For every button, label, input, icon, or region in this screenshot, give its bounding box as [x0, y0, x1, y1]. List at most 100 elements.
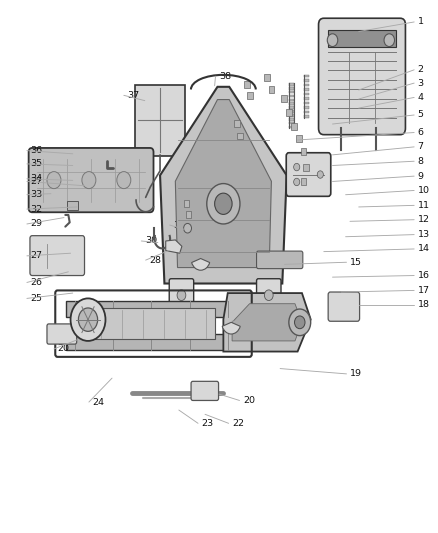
Text: 14: 14	[418, 245, 430, 254]
FancyBboxPatch shape	[169, 279, 194, 310]
Text: 4: 4	[418, 93, 424, 102]
Polygon shape	[289, 110, 294, 113]
Polygon shape	[289, 118, 294, 120]
Bar	[291, 123, 297, 130]
Text: 27: 27	[30, 252, 42, 260]
Bar	[66, 301, 241, 317]
Text: 1: 1	[418, 18, 424, 27]
Wedge shape	[222, 322, 240, 334]
Polygon shape	[175, 100, 272, 268]
Bar	[296, 135, 301, 142]
FancyBboxPatch shape	[30, 236, 85, 276]
FancyBboxPatch shape	[318, 18, 406, 135]
Circle shape	[327, 34, 338, 46]
Bar	[269, 86, 275, 93]
Circle shape	[78, 308, 98, 332]
Circle shape	[215, 193, 232, 214]
Polygon shape	[304, 79, 309, 82]
Bar	[66, 334, 241, 350]
Polygon shape	[304, 115, 309, 118]
Text: 25: 25	[30, 294, 42, 303]
Text: 21: 21	[252, 321, 264, 330]
Bar	[303, 164, 308, 171]
Polygon shape	[160, 87, 287, 284]
Circle shape	[294, 316, 305, 329]
Text: 10: 10	[418, 186, 430, 195]
Text: 18: 18	[418, 300, 430, 309]
Text: 34: 34	[30, 174, 42, 183]
Text: 8: 8	[418, 157, 424, 166]
FancyBboxPatch shape	[257, 251, 303, 269]
Circle shape	[117, 172, 131, 189]
Text: 23: 23	[201, 419, 214, 428]
Polygon shape	[232, 304, 302, 341]
Text: 19: 19	[350, 369, 362, 378]
Text: 27: 27	[30, 177, 42, 186]
Circle shape	[177, 290, 186, 301]
Text: 11: 11	[418, 201, 430, 210]
Polygon shape	[304, 101, 309, 104]
Circle shape	[293, 178, 300, 185]
Polygon shape	[289, 114, 294, 117]
FancyBboxPatch shape	[47, 324, 77, 344]
Polygon shape	[289, 91, 294, 93]
Bar	[300, 149, 306, 156]
Text: 5: 5	[418, 110, 424, 119]
Text: 31: 31	[173, 221, 185, 230]
Polygon shape	[304, 97, 309, 100]
Circle shape	[47, 172, 61, 189]
Polygon shape	[304, 84, 309, 86]
Text: 32: 32	[30, 205, 42, 214]
Text: 17: 17	[418, 286, 430, 295]
Bar	[300, 177, 306, 184]
Text: 12: 12	[418, 215, 430, 224]
Text: 24: 24	[92, 398, 104, 407]
Text: 36: 36	[30, 146, 42, 155]
FancyBboxPatch shape	[135, 85, 185, 156]
FancyBboxPatch shape	[328, 292, 360, 321]
Bar	[67, 201, 78, 209]
Text: 35: 35	[30, 159, 42, 168]
Text: 16: 16	[418, 271, 430, 280]
Text: 38: 38	[219, 71, 231, 80]
Polygon shape	[289, 95, 294, 98]
Polygon shape	[289, 102, 294, 105]
Text: 15: 15	[350, 258, 362, 266]
Bar	[186, 211, 191, 217]
Polygon shape	[304, 106, 309, 109]
Polygon shape	[289, 126, 294, 128]
Polygon shape	[223, 293, 311, 352]
Circle shape	[71, 298, 106, 341]
FancyBboxPatch shape	[286, 153, 331, 196]
Bar	[244, 81, 250, 88]
Text: 9: 9	[418, 172, 424, 181]
Text: 2: 2	[418, 66, 424, 74]
Bar	[234, 120, 240, 127]
Wedge shape	[192, 259, 210, 270]
Text: 21: 21	[188, 257, 201, 265]
Text: 13: 13	[418, 230, 430, 239]
Polygon shape	[289, 87, 294, 90]
Text: 30: 30	[145, 237, 157, 246]
Polygon shape	[289, 122, 294, 124]
Polygon shape	[289, 99, 294, 101]
Polygon shape	[304, 110, 309, 113]
Circle shape	[184, 223, 191, 233]
Circle shape	[293, 164, 300, 171]
Text: 28: 28	[149, 256, 161, 264]
Text: 29: 29	[30, 220, 42, 229]
Circle shape	[384, 34, 395, 46]
Circle shape	[265, 290, 273, 301]
Text: 37: 37	[127, 91, 139, 100]
Circle shape	[82, 172, 96, 189]
Polygon shape	[289, 106, 294, 109]
Bar	[237, 133, 243, 140]
Text: 33: 33	[30, 190, 42, 199]
Text: 20: 20	[57, 344, 70, 353]
Bar	[265, 74, 270, 81]
Polygon shape	[289, 83, 294, 86]
Polygon shape	[166, 240, 182, 253]
Polygon shape	[304, 88, 309, 91]
Bar	[184, 200, 189, 207]
Polygon shape	[304, 93, 309, 95]
